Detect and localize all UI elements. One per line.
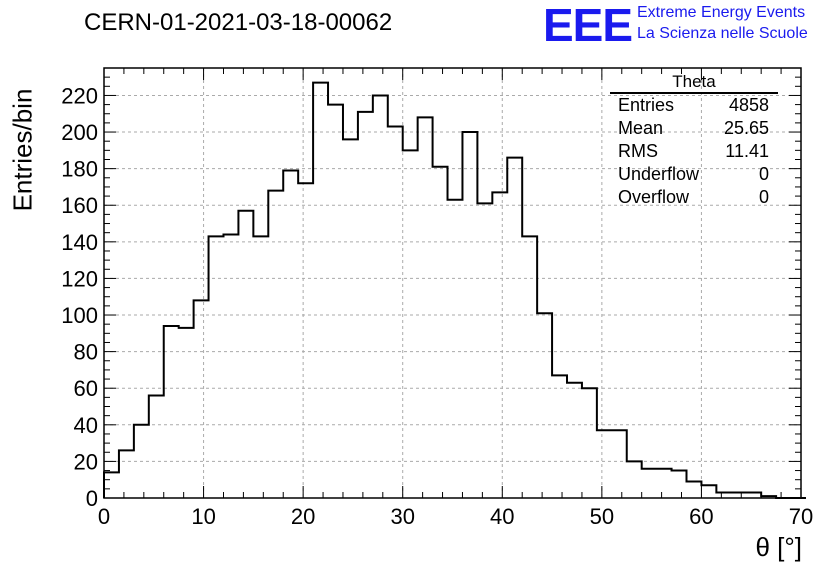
y-tick-label: 140 [61, 230, 98, 255]
histogram-bin [388, 127, 403, 498]
stats-value: 4858 [728, 95, 769, 115]
histogram-bin [731, 493, 746, 498]
run-title: CERN-01-2021-03-18-00062 [84, 9, 393, 36]
plot-frame [103, 67, 802, 499]
histogram-bin [657, 469, 672, 498]
histogram-bin [313, 83, 328, 498]
stats-value: 11.41 [725, 141, 769, 161]
histogram-bin [522, 236, 537, 498]
x-tick-label: 0 [98, 504, 110, 529]
histogram-bin [433, 167, 448, 498]
histogram-bin [612, 430, 627, 498]
stats-row-entries: Entries 4858 [610, 94, 778, 117]
y-axis-label-wrap: Entries/bin [8, 89, 38, 212]
histogram-bin [567, 383, 582, 498]
y-tick-label: 220 [61, 83, 98, 108]
histogram-bin [448, 200, 463, 498]
histogram-bin [701, 485, 716, 498]
x-axis-label: θ [°] [755, 532, 802, 562]
histogram-bin [209, 236, 224, 498]
histogram-bin [582, 388, 597, 498]
y-tick-label: 160 [61, 193, 98, 218]
y-tick-label: 60 [74, 376, 98, 401]
histogram-bin [686, 482, 701, 498]
stats-title: Theta [610, 72, 778, 94]
y-tick-label: 80 [74, 340, 98, 365]
histogram-bin [716, 493, 731, 498]
stats-box: Theta Entries 4858 Mean 25.65 RMS 11.41 … [610, 72, 778, 209]
histogram-bin [238, 211, 253, 498]
histogram-bin [253, 236, 268, 498]
x-tick-label: 40 [490, 504, 514, 529]
histogram-bin [477, 203, 492, 498]
x-tick-label: 50 [590, 504, 614, 529]
stats-row-rms: RMS 11.41 [610, 140, 778, 163]
x-tick-label: 30 [390, 504, 414, 529]
histogram-bin [358, 112, 373, 498]
histogram-bin [149, 396, 164, 498]
y-tick-label: 200 [61, 120, 98, 145]
histogram-bin [642, 469, 657, 498]
histogram-bin [761, 496, 776, 498]
histogram-bin [194, 300, 209, 498]
histogram-bin [164, 326, 179, 498]
histogram-bin [627, 461, 642, 498]
x-tick-label: 10 [191, 504, 215, 529]
histogram-bin [507, 158, 522, 498]
histogram-bin [492, 192, 507, 498]
histogram-bin [283, 170, 298, 498]
histogram-bin [403, 150, 418, 498]
histogram-bin [552, 375, 567, 498]
y-axis-label: Entries/bin [7, 88, 38, 212]
histogram-line [103, 81, 806, 499]
stats-row-overflow: Overflow 0 [610, 186, 778, 209]
histogram-bin [298, 183, 313, 498]
stats-label: Overflow [618, 187, 690, 207]
stats-label: RMS [618, 141, 658, 161]
logo-line-2: La Scienza nelle Scuole [637, 25, 808, 42]
logo-line-1: Extreme Energy Events [637, 4, 806, 21]
histogram-bin [134, 425, 149, 498]
histogram-bin [119, 450, 134, 498]
stats-label: Entries [618, 95, 675, 115]
histogram-bin [373, 95, 388, 498]
y-tick-label: 120 [61, 266, 98, 291]
histogram-bin [537, 313, 552, 498]
stats-label: Underflow [618, 164, 700, 184]
histogram-bin [268, 191, 283, 498]
y-tick-label: 40 [74, 413, 98, 438]
y-tick-label: 100 [61, 303, 98, 328]
stats-label: Mean [618, 118, 664, 138]
x-tick-label: 70 [789, 504, 813, 529]
histogram-bin [597, 430, 612, 498]
histogram-bin [328, 105, 343, 498]
histogram-bin [179, 328, 194, 498]
eee-logo: EEE [543, 0, 633, 51]
stats-value: 25.65 [723, 118, 769, 138]
y-tick-label: 20 [74, 449, 98, 474]
stats-value: 0 [758, 164, 769, 184]
histogram-bin [746, 493, 761, 498]
y-tick-label: 0 [86, 486, 98, 511]
histogram-bin [418, 117, 433, 498]
x-tick-label: 60 [689, 504, 713, 529]
stats-value: 0 [758, 187, 769, 207]
x-tick-label: 20 [291, 504, 315, 529]
histogram-bin [343, 139, 358, 498]
stats-row-mean: Mean 25.65 [610, 117, 778, 140]
histogram-bin [223, 235, 238, 498]
histogram-bin [462, 132, 477, 498]
stats-row-underflow: Underflow 0 [610, 163, 778, 186]
histogram-bin [104, 472, 119, 498]
y-tick-label: 180 [61, 157, 98, 182]
histogram-bin [672, 471, 687, 498]
